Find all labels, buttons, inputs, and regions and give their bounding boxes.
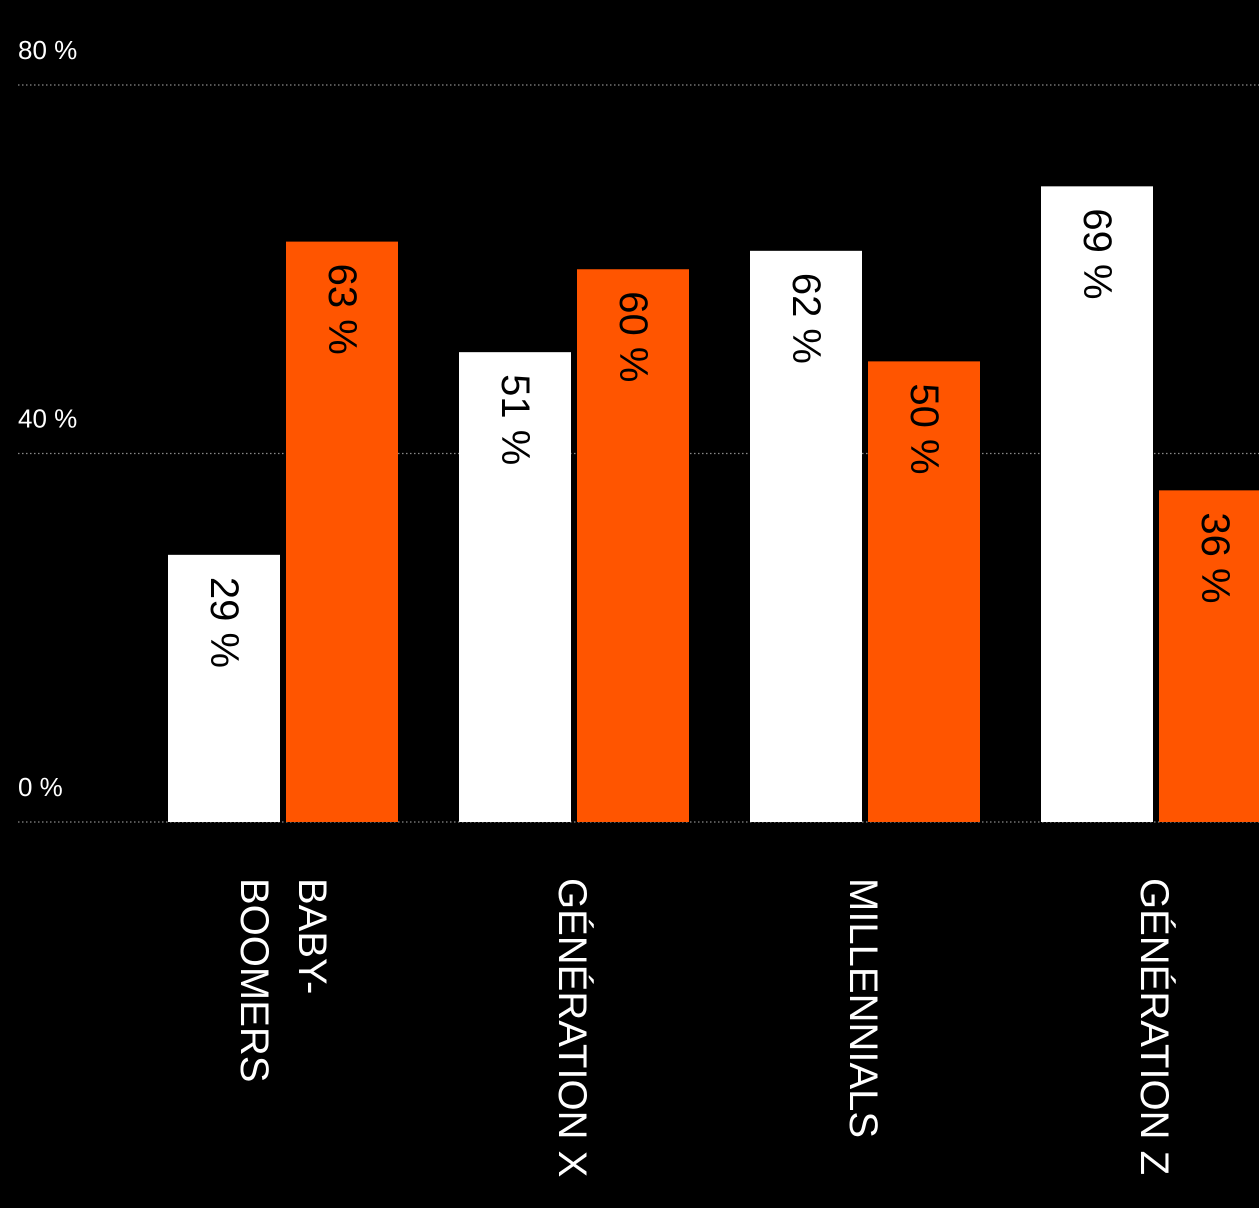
category-label: GÉNÉRATION X: [550, 878, 595, 1177]
bar-value-label: 29 %: [202, 577, 246, 668]
bar-white-0: [168, 554, 280, 822]
bar-value-label: 36 %: [1193, 512, 1237, 603]
category-label: BABY-: [290, 878, 334, 994]
bar-white-2: [750, 250, 862, 822]
bar-orange-0: [286, 241, 398, 823]
bar-value-label: 63 %: [320, 264, 364, 355]
bar-value-label: 62 %: [784, 273, 828, 364]
category-label: BOOMERS: [232, 878, 276, 1082]
bar-value-label: 69 %: [1075, 208, 1119, 299]
y-tick-label: 0 %: [18, 772, 63, 802]
y-tick-label: 80 %: [18, 35, 77, 65]
bar-orange-1: [577, 269, 689, 822]
category-label: MILLENNIALS: [841, 878, 885, 1138]
bars-layer: [168, 186, 1259, 823]
bar-orange-2: [868, 361, 980, 822]
bar-value-label: 51 %: [493, 374, 537, 465]
bar-orange-3: [1159, 490, 1259, 822]
y-tick-label: 40 %: [18, 403, 77, 433]
labels-layer: 29 % 63 % 51 % 60 % 62 % 50 % 69 % 36 %: [202, 208, 1237, 668]
category-labels-layer: BABY- BOOMERS GÉNÉRATION X MILLENNIALS GÉNÉR…: [232, 878, 1177, 1177]
bar-value-label: 50 %: [902, 383, 946, 474]
bar-white-3: [1041, 186, 1153, 822]
bar-value-label: 60 %: [611, 291, 655, 382]
bar-white-1: [459, 352, 571, 822]
category-label: GÉNÉRATION Z: [1132, 878, 1177, 1175]
